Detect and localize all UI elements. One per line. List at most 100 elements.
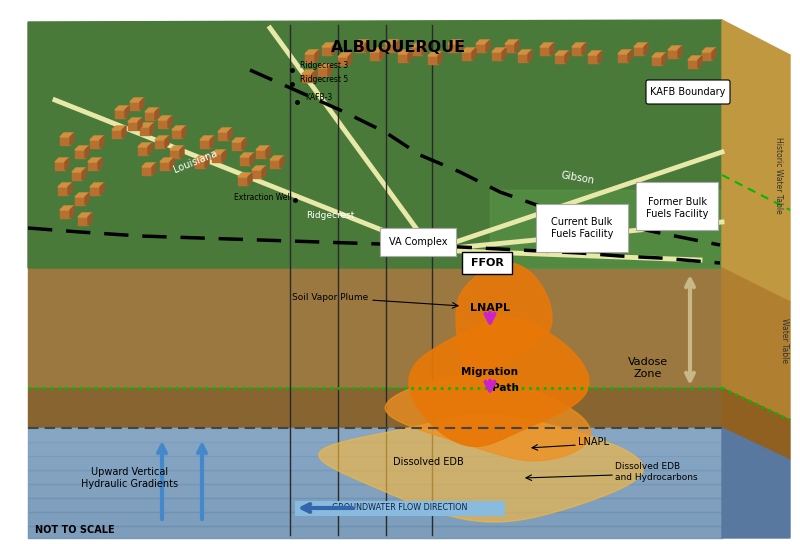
- Text: Dissolved EDB
and Hydrocarbons: Dissolved EDB and Hydrocarbons: [615, 462, 698, 481]
- Text: Former Bulk
Fuels Facility: Former Bulk Fuels Facility: [646, 197, 708, 219]
- Polygon shape: [322, 43, 336, 47]
- Polygon shape: [60, 133, 74, 137]
- Polygon shape: [312, 70, 316, 82]
- FancyBboxPatch shape: [462, 252, 512, 274]
- Polygon shape: [115, 106, 129, 110]
- Polygon shape: [90, 183, 104, 187]
- Polygon shape: [256, 146, 270, 150]
- Bar: [75, 150, 85, 158]
- Polygon shape: [70, 133, 74, 145]
- Polygon shape: [170, 158, 174, 170]
- Polygon shape: [555, 51, 569, 55]
- Polygon shape: [572, 43, 586, 47]
- Polygon shape: [70, 206, 74, 218]
- Polygon shape: [550, 43, 554, 55]
- Polygon shape: [398, 50, 412, 54]
- Polygon shape: [125, 106, 129, 118]
- Polygon shape: [158, 116, 172, 120]
- Bar: [398, 54, 408, 62]
- Bar: [338, 57, 348, 65]
- Bar: [302, 74, 312, 82]
- Text: Historic Water Table: Historic Water Table: [774, 137, 782, 213]
- Bar: [462, 52, 472, 60]
- Bar: [158, 120, 168, 128]
- Polygon shape: [180, 146, 184, 158]
- Polygon shape: [85, 146, 89, 158]
- Polygon shape: [540, 43, 554, 47]
- Polygon shape: [618, 50, 632, 54]
- Polygon shape: [250, 153, 254, 165]
- Polygon shape: [380, 48, 384, 60]
- Polygon shape: [318, 414, 643, 522]
- Text: Water Table: Water Table: [779, 318, 789, 362]
- Bar: [75, 197, 85, 205]
- Polygon shape: [28, 526, 722, 538]
- Polygon shape: [28, 456, 722, 470]
- Text: Dissolved EDB: Dissolved EDB: [393, 457, 463, 467]
- Polygon shape: [78, 213, 92, 217]
- Polygon shape: [138, 143, 152, 147]
- Bar: [200, 140, 210, 148]
- Bar: [218, 132, 228, 140]
- Bar: [232, 142, 242, 150]
- Polygon shape: [165, 136, 169, 148]
- Polygon shape: [28, 428, 722, 442]
- Polygon shape: [65, 158, 69, 170]
- Text: Vadose
Zone: Vadose Zone: [628, 357, 668, 379]
- Polygon shape: [210, 136, 214, 148]
- Polygon shape: [355, 40, 369, 44]
- Polygon shape: [182, 126, 186, 138]
- Bar: [652, 57, 662, 65]
- Polygon shape: [412, 43, 426, 47]
- Bar: [195, 160, 205, 168]
- FancyBboxPatch shape: [646, 80, 730, 104]
- Polygon shape: [476, 40, 490, 44]
- Bar: [240, 157, 250, 165]
- Polygon shape: [140, 123, 154, 127]
- Bar: [385, 44, 395, 52]
- Polygon shape: [72, 168, 86, 172]
- Polygon shape: [150, 123, 154, 135]
- Bar: [318, 68, 328, 76]
- Bar: [618, 54, 628, 62]
- Polygon shape: [438, 52, 442, 64]
- Polygon shape: [238, 173, 252, 177]
- Bar: [128, 122, 138, 130]
- Bar: [60, 210, 70, 218]
- Polygon shape: [140, 98, 144, 110]
- Bar: [428, 56, 438, 64]
- Polygon shape: [75, 193, 89, 197]
- Text: Bullhead Park: Bullhead Park: [568, 207, 622, 223]
- Text: LNAPL: LNAPL: [470, 303, 510, 313]
- Polygon shape: [565, 51, 569, 63]
- Text: GROUNDWATER FLOW DIRECTION: GROUNDWATER FLOW DIRECTION: [332, 504, 468, 512]
- Polygon shape: [712, 48, 716, 60]
- Polygon shape: [228, 128, 232, 140]
- Bar: [572, 47, 582, 55]
- Polygon shape: [85, 193, 89, 205]
- Polygon shape: [518, 50, 532, 54]
- Bar: [142, 167, 152, 175]
- Polygon shape: [100, 136, 104, 148]
- Polygon shape: [722, 428, 790, 538]
- Polygon shape: [365, 40, 369, 52]
- Text: Path: Path: [491, 383, 518, 393]
- Polygon shape: [328, 64, 332, 76]
- Polygon shape: [88, 213, 92, 225]
- Polygon shape: [90, 136, 104, 140]
- Polygon shape: [160, 158, 174, 162]
- Polygon shape: [200, 136, 214, 140]
- Polygon shape: [130, 98, 144, 102]
- Bar: [370, 52, 380, 60]
- Bar: [138, 147, 148, 155]
- Polygon shape: [370, 48, 384, 52]
- Polygon shape: [142, 163, 156, 167]
- Bar: [305, 54, 315, 62]
- Polygon shape: [155, 108, 159, 120]
- Text: VA Complex: VA Complex: [389, 237, 447, 247]
- Polygon shape: [240, 153, 254, 157]
- Polygon shape: [409, 318, 589, 447]
- Polygon shape: [668, 46, 682, 50]
- Bar: [58, 187, 68, 195]
- Polygon shape: [395, 40, 399, 52]
